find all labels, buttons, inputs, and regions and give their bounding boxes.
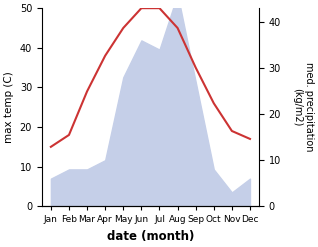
Y-axis label: max temp (C): max temp (C) [4, 71, 14, 143]
X-axis label: date (month): date (month) [107, 230, 194, 243]
Y-axis label: med. precipitation
(kg/m2): med. precipitation (kg/m2) [292, 62, 314, 152]
